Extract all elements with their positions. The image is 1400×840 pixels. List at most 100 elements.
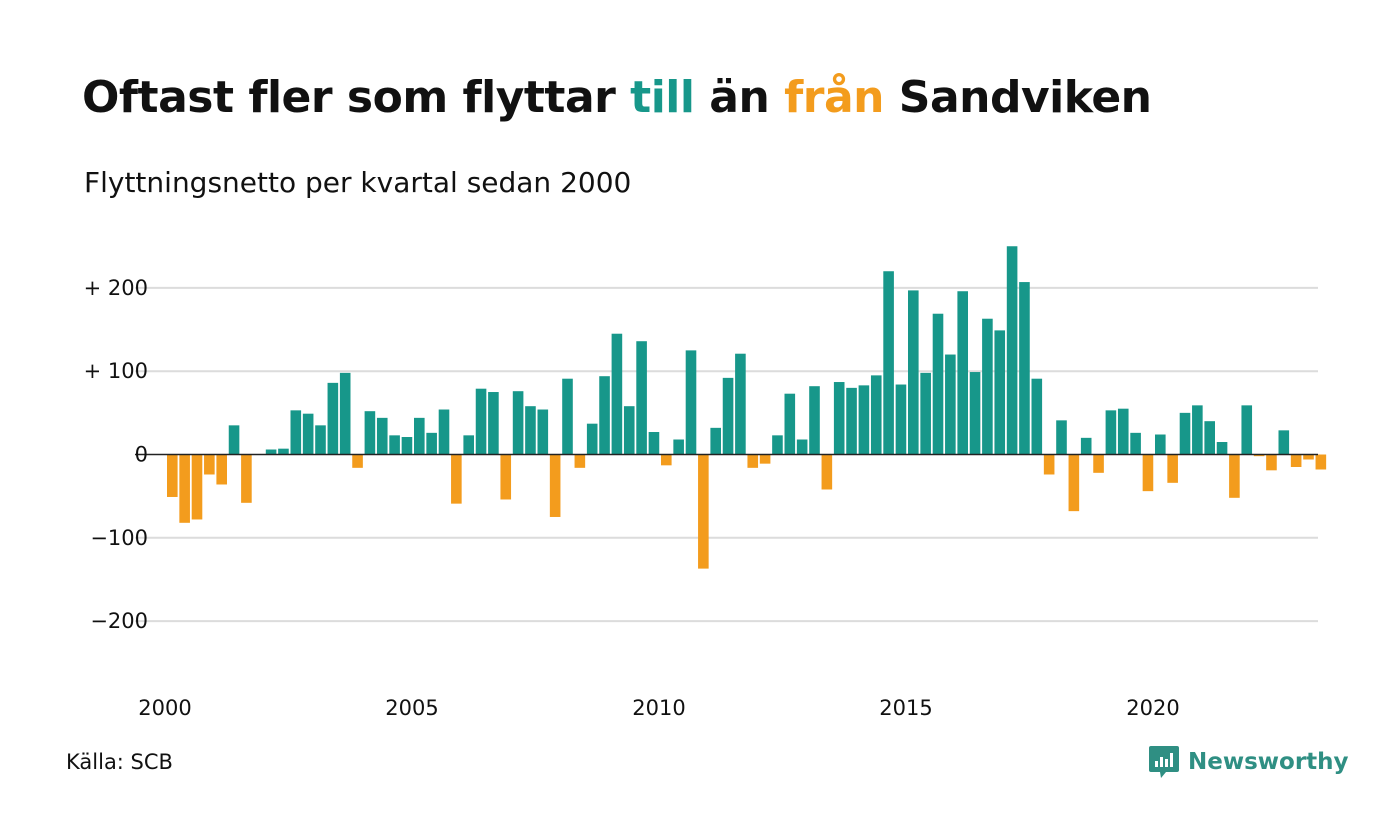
- bar-2011-k1: [710, 427, 721, 455]
- bar-2010-k4: [698, 454, 709, 569]
- bar-2021-k3: [1229, 454, 1240, 498]
- bar-2020-k2: [1167, 454, 1178, 483]
- bars: [167, 246, 1327, 569]
- y-tick-label: −200: [90, 609, 148, 633]
- bar-2002-k1: [265, 449, 277, 455]
- bar-2018-k1: [1056, 420, 1067, 455]
- bar-2012-k2: [772, 435, 783, 455]
- title-fran: från: [784, 72, 884, 123]
- bar-2003-k2: [327, 382, 339, 455]
- bar-2000-k2: [179, 454, 190, 523]
- bar-2011-k4: [747, 454, 759, 468]
- bar-2006-k4: [500, 454, 512, 500]
- bar-2020-k1: [1155, 434, 1166, 455]
- bar-2014-k4: [895, 384, 907, 455]
- bar-2016-k3: [982, 318, 993, 455]
- chart-subtitle: Flyttningsnetto per kvartal sedan 2000: [84, 166, 632, 199]
- bar-2000-k1: [167, 454, 178, 497]
- bar-2007-k1: [512, 391, 524, 455]
- bar-2007-k3: [537, 409, 549, 455]
- bar-2008-k2: [574, 454, 586, 468]
- y-tick-label: 0: [135, 443, 148, 467]
- bar-2012-k4: [796, 439, 808, 455]
- x-tick-label: 2005: [385, 696, 438, 720]
- bar-2008-k4: [599, 376, 610, 455]
- bar-2009-k4: [648, 432, 660, 455]
- title-part-3: än: [694, 72, 785, 123]
- brand-name: Newsworthy: [1188, 749, 1349, 775]
- bar-2014-k1: [858, 385, 870, 455]
- x-tick-label: 2015: [879, 696, 932, 720]
- bar-2019-k1: [1105, 410, 1117, 455]
- bar-2015-k4: [945, 354, 956, 455]
- bar-2015-k2: [920, 372, 931, 455]
- bar-2005-k1: [414, 417, 425, 455]
- source-note: Källa: SCB: [66, 750, 173, 774]
- bar-2005-k2: [426, 432, 437, 455]
- bar-2007-k2: [525, 406, 536, 455]
- chart-title: Oftast fler som flyttar till än från San…: [82, 72, 1152, 123]
- title-part-5: Sandviken: [883, 72, 1152, 123]
- bar-2010-k1: [661, 454, 672, 466]
- bar-2022-k2: [1266, 454, 1277, 471]
- bar-2014-k3: [883, 271, 894, 455]
- grid-lines: [135, 286, 1318, 623]
- x-tick-label: 2020: [1126, 696, 1179, 720]
- bar-2002-k2: [278, 448, 289, 455]
- bar-2020-k4: [1192, 405, 1203, 455]
- bar-2006-k1: [463, 435, 474, 455]
- bar-2004-k2: [376, 417, 388, 455]
- x-tick-label: 2010: [632, 696, 685, 720]
- bar-2003-k4: [352, 454, 363, 468]
- bar-2011-k3: [735, 353, 746, 455]
- brand-logo[interactable]: Newsworthy: [1148, 744, 1349, 780]
- bar-2008-k3: [586, 423, 598, 455]
- bar-2013-k2: [821, 454, 833, 490]
- newsworthy-logo-icon: [1149, 746, 1179, 778]
- y-tick-label: −100: [90, 526, 148, 550]
- bar-2002-k3: [290, 410, 302, 455]
- bar-2009-k2: [623, 406, 635, 455]
- bar-2018-k4: [1093, 454, 1104, 473]
- bar-2011-k2: [722, 377, 734, 455]
- bar-2017-k2: [1019, 282, 1030, 455]
- bar-2022-k4: [1290, 454, 1302, 467]
- bar-2001-k1: [216, 454, 227, 485]
- bar-2004-k4: [401, 437, 413, 455]
- bar-2000-k3: [191, 454, 203, 520]
- bar-2017-k1: [1006, 246, 1018, 455]
- bar-2003-k1: [315, 425, 326, 455]
- bar-2013-k3: [833, 382, 845, 455]
- bar-2005-k3: [438, 409, 450, 455]
- x-tick-label: 2000: [138, 696, 191, 720]
- bar-2020-k3: [1179, 412, 1191, 455]
- bar-2012-k1: [759, 454, 771, 464]
- bar-2016-k4: [994, 330, 1006, 455]
- bar-2018-k2: [1068, 454, 1080, 512]
- bar-2022-k1: [1253, 454, 1265, 457]
- bar-2000-k4: [204, 454, 215, 475]
- bar-2013-k1: [809, 386, 820, 455]
- bar-2013-k4: [846, 387, 857, 455]
- bar-2010-k2: [673, 439, 684, 455]
- bar-2005-k4: [451, 454, 462, 504]
- bar-2007-k4: [549, 454, 561, 517]
- bar-2019-k2: [1117, 408, 1129, 455]
- bar-2017-k4: [1043, 454, 1055, 475]
- y-tick-label: + 200: [84, 276, 148, 300]
- bar-2008-k1: [562, 378, 573, 455]
- bar-2004-k1: [364, 411, 376, 455]
- bar-2016-k1: [957, 291, 968, 455]
- bar-2018-k3: [1080, 437, 1092, 455]
- bar-2014-k2: [870, 375, 882, 455]
- title-till: till: [630, 72, 695, 123]
- bar-2016-k2: [969, 372, 981, 455]
- bar-2015-k3: [932, 313, 944, 455]
- bar-2019-k4: [1142, 454, 1154, 492]
- bar-2001-k2: [228, 425, 240, 455]
- bar-2017-k3: [1031, 378, 1043, 455]
- bar-2006-k3: [488, 392, 499, 455]
- bar-2012-k3: [784, 393, 796, 455]
- bar-2021-k1: [1204, 421, 1215, 455]
